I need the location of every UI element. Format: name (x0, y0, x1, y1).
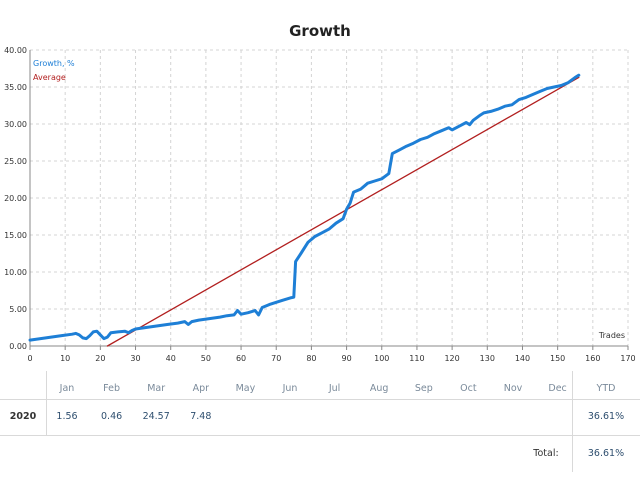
y-tick-label: 0.00 (9, 342, 27, 351)
month-header: Feb (103, 383, 120, 394)
grid (30, 49, 629, 346)
legend-average: Average (33, 73, 66, 82)
x-tick-label: 40 (166, 354, 176, 363)
axes: 0 10 20 30 40 50 60 70 80 90 100 110 120 130 140 150 160… (4, 46, 636, 363)
total-label: Total: (533, 448, 559, 459)
y-tick-label: 15.00 (4, 231, 27, 240)
x-tick-label: 120 (444, 354, 459, 363)
x-tick-label: 110 (409, 354, 424, 363)
month-header: Nov (503, 383, 523, 394)
month-header: Jun (282, 383, 298, 394)
legend: Growth, % Average (33, 59, 75, 82)
series (28, 73, 581, 347)
x-tick-label: 130 (480, 354, 495, 363)
total-value: 36.61% (587, 448, 625, 459)
month-header: Apr (192, 383, 210, 394)
x-tick-label: 170 (620, 354, 635, 363)
year-column-divider (46, 371, 47, 435)
growth-series-line (28, 73, 581, 342)
month-header: Aug (369, 383, 389, 394)
y-tick-label: 35.00 (4, 83, 27, 92)
average-series-line (106, 76, 580, 347)
x-tick-label: 70 (271, 354, 281, 363)
x-tick-label: 160 (585, 354, 600, 363)
x-tick-label: 80 (306, 354, 316, 363)
month-header: Mar (147, 383, 166, 394)
y-tick-label: 20.00 (4, 194, 27, 203)
results-divider (0, 399, 640, 400)
chart-title: Growth (289, 22, 351, 40)
y-tick-label: 40.00 (4, 46, 27, 55)
results-header-row: Jan Feb Mar Apr May Jun Jul Aug Sep Oct Nov Dec YTD (0, 383, 640, 397)
y-tick-label: 5.00 (9, 305, 27, 314)
growth-chart: 0 10 20 30 40 50 60 70 80 90 100 110 120 130 140 150 160… (4, 46, 636, 363)
month-header: May (235, 383, 256, 394)
ytd-value: 36.61% (587, 411, 625, 422)
x-tick-label: 50 (201, 354, 211, 363)
y-tick-label: 30.00 (4, 120, 27, 129)
month-value: 0.46 (101, 411, 123, 422)
month-value: 24.57 (142, 411, 170, 422)
month-header: Dec (548, 383, 567, 394)
month-value: 1.56 (56, 411, 78, 422)
legend-growth: Growth, % (33, 59, 75, 68)
x-tick-label: 0 (27, 354, 32, 363)
ytd-column-divider (572, 371, 573, 472)
x-tick-label: 30 (130, 354, 140, 363)
month-header: Jan (59, 383, 75, 394)
y-tick-label: 10.00 (4, 268, 27, 277)
x-tick-label: 20 (95, 354, 105, 363)
x-tick-label: 90 (341, 354, 351, 363)
x-tick-label: 150 (550, 354, 565, 363)
year-label: 2020 (9, 411, 37, 422)
x-tick-label: 60 (236, 354, 246, 363)
x-axis-label: Trades (598, 331, 625, 340)
month-header: Jul (328, 383, 341, 394)
month-header: Sep (414, 383, 433, 394)
y-tick-label: 25.00 (4, 157, 27, 166)
results-divider (0, 435, 640, 436)
month-header: Oct (460, 383, 477, 394)
x-tick-label: 10 (60, 354, 70, 363)
results-total-row: Total: 36.61% (0, 448, 640, 462)
x-tick-label: 140 (515, 354, 530, 363)
results-year-row: 2020 1.56 0.46 24.57 7.48 36.61% (0, 411, 640, 425)
ytd-header: YTD (596, 383, 616, 394)
month-value: 7.48 (190, 411, 212, 422)
x-tick-label: 100 (374, 354, 389, 363)
